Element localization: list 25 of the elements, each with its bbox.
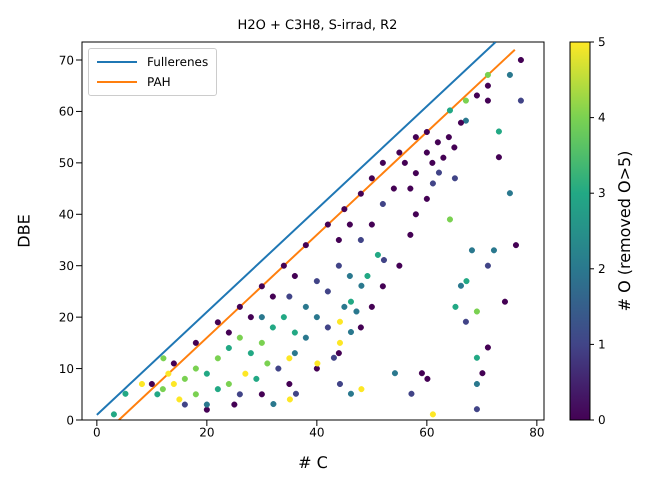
color-bar-label: 2 [598, 262, 606, 276]
y-tick-label: 70 [58, 53, 74, 68]
y-tick-label: 0 [66, 413, 74, 428]
y-tick-label: 30 [58, 258, 74, 273]
y-tick-label: 60 [58, 104, 74, 119]
y-axis-title: DBE [14, 214, 34, 248]
y-tick-label: 10 [58, 362, 74, 376]
y-tick-label: 50 [58, 156, 74, 170]
color-bar-label: 5 [598, 35, 606, 49]
legend-label: PAH [147, 75, 171, 89]
legend-label: Fullerenes [147, 55, 208, 69]
y-tick-label: 40 [58, 208, 74, 222]
x-tick-label: 80 [529, 426, 544, 440]
color-bar-label: 1 [598, 337, 606, 352]
color-bar-title: # O (removed O>5) [615, 150, 634, 312]
color-bar-label: 4 [598, 110, 606, 125]
y-tick-label: 20 [58, 310, 74, 324]
color-bar-label: 0 [598, 413, 606, 427]
x-tick-label: 60 [419, 426, 434, 440]
x-tick-label: 20 [199, 426, 214, 440]
chart-title: H2O + C3H8, S-irrad, R2 [236, 18, 398, 33]
color-bar-label: 3 [598, 186, 606, 200]
x-tick-label: 0 [93, 426, 101, 440]
x-tick-label: 40 [309, 426, 324, 440]
x-axis-title: # C [298, 453, 328, 472]
